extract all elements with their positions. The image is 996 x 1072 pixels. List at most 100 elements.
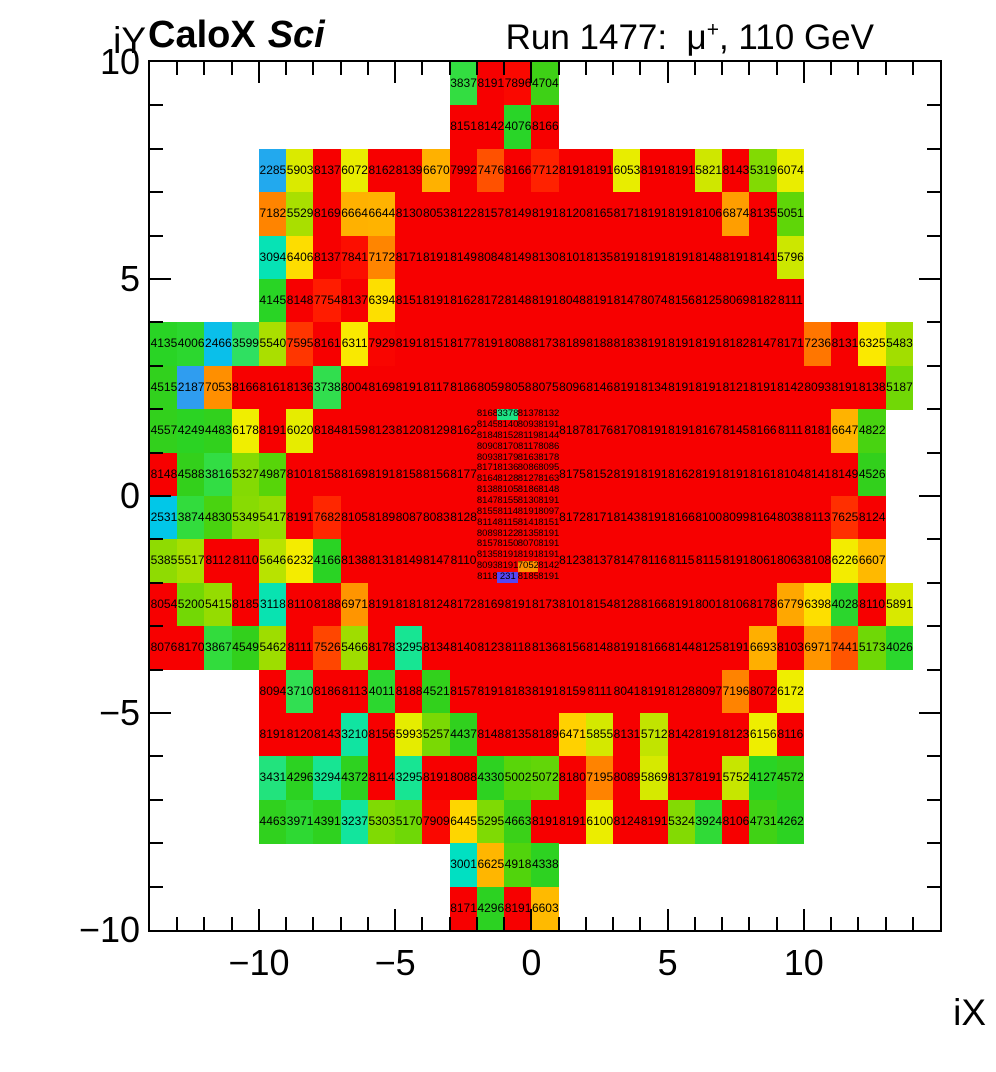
heatmap-cell: 8191	[613, 235, 641, 280]
heatmap-cell: 5417	[258, 496, 287, 540]
heatmap-cell: 8158	[313, 452, 342, 497]
heatmap-fine-cell: 8140	[497, 419, 519, 432]
heatmap-fine-cell: 8117	[517, 440, 539, 454]
heatmap-cell: 8143	[313, 713, 342, 757]
heatmap-cell: 4588	[177, 452, 206, 497]
heatmap-cell: 7182	[258, 192, 287, 237]
heatmap-cell: 5295	[476, 799, 505, 844]
heatmap-cell: 3874	[177, 496, 206, 540]
heatmap-cell: 8152	[585, 452, 614, 497]
axis-tick	[927, 364, 940, 367]
axis-tick	[666, 62, 669, 83]
axis-tick	[421, 917, 424, 930]
heatmap-cell: 6670	[422, 148, 451, 193]
heatmap-cell: 7595	[286, 322, 315, 367]
x-tick-label: −10	[228, 942, 290, 983]
heatmap-cell: 8191	[531, 279, 560, 323]
heatmap-cell: 8189	[367, 496, 396, 540]
axis-tick	[927, 191, 940, 194]
heatmap-cell: 8087	[395, 496, 423, 540]
heatmap-fine-cell: 8168	[476, 408, 499, 421]
axis-tick	[927, 234, 940, 237]
run-title-text: Run 1477:	[505, 18, 687, 57]
heatmap-cell: 8183	[613, 322, 641, 367]
axis-tick	[230, 917, 233, 930]
heatmap-cell: 8147	[422, 539, 451, 584]
heatmap-cell: 7929	[367, 322, 396, 367]
heatmap-fine-cell: 8086	[538, 440, 560, 454]
heatmap-cell: 7712	[531, 148, 560, 193]
heatmap-cell: 8181	[803, 409, 832, 454]
heatmap-cell: 8171	[585, 496, 614, 540]
heatmap-fine-cell: 8138	[476, 484, 499, 497]
heatmap-cell: 8162	[367, 148, 396, 193]
heatmap-cell: 8171	[613, 192, 641, 237]
beam-energy: , 110 GeV	[718, 18, 874, 57]
axis-tick	[919, 495, 940, 497]
run-title: Run 1477: μ+, 110 GeV	[506, 18, 874, 58]
heatmap-cell: 8187	[558, 409, 587, 454]
heatmap-cell: 8191	[504, 582, 532, 627]
heatmap-fine-cell: 3378	[497, 408, 519, 421]
heatmap-cell: 8171	[776, 322, 805, 367]
heatmap-cell: 3295	[395, 756, 423, 801]
heatmap-cell: 8149	[449, 235, 478, 280]
heatmap-cell: 8072	[749, 669, 778, 714]
heatmap-cell: 5385	[150, 539, 178, 584]
heatmap-fine-cell: 8118	[476, 570, 498, 584]
heatmap-fine-cell: 8115	[497, 516, 519, 530]
heatmap-cell: 8148	[585, 626, 614, 671]
heatmap-cell: 8111	[776, 279, 805, 323]
heatmap-cell: 5002	[504, 756, 532, 801]
heatmap-cell: 5903	[286, 148, 315, 193]
axis-tick	[557, 62, 560, 75]
axis-tick	[150, 712, 171, 714]
heatmap-cell: 5712	[640, 713, 669, 757]
heatmap-fine-cell: 8141	[517, 516, 539, 530]
heatmap-cell: 8054	[150, 582, 178, 627]
heatmap-cell: 5257	[422, 713, 451, 757]
heatmap-cell: 8129	[422, 409, 451, 454]
heatmap-cell: 8191	[667, 192, 696, 237]
heatmap-cell: 8061	[749, 539, 778, 584]
heatmap-cell: 8106	[694, 192, 723, 237]
heatmap-cell: 8118	[504, 626, 532, 671]
axis-tick	[339, 62, 342, 75]
heatmap-fine-cell: 8147	[476, 495, 499, 508]
heatmap-cell: 8171	[395, 235, 423, 280]
axis-tick	[584, 62, 587, 75]
heatmap-cell: 4549	[231, 626, 260, 671]
mu-symbol: μ	[686, 18, 707, 57]
heatmap-cell: 3924	[694, 799, 723, 844]
heatmap-cell: 4249	[177, 409, 206, 454]
heatmap-cell: 8156	[558, 626, 587, 671]
heatmap-fine-cell: 8070	[517, 538, 539, 551]
heatmap-cell: 6874	[722, 192, 750, 237]
axis-tick	[927, 147, 940, 150]
heatmap-cell: 6232	[286, 539, 315, 584]
heatmap-cell: 8110	[231, 539, 260, 584]
heatmap-cell: 4463	[258, 799, 287, 844]
heatmap-cell: 8191	[558, 799, 587, 844]
heatmap-cell: 5529	[286, 192, 315, 237]
heatmap-cell: 8084	[476, 235, 505, 280]
heatmap-cell: 8115	[694, 539, 723, 584]
heatmap-cell: 4663	[504, 799, 532, 844]
heatmap-fine-cell: 8090	[476, 440, 499, 454]
heatmap-cell: 4987	[258, 452, 287, 497]
heatmap-cell: 6779	[776, 582, 805, 627]
heatmap-cell: 8138	[340, 539, 369, 584]
heatmap-cell: 8120	[286, 713, 315, 757]
heatmap-cell: 4076	[504, 105, 532, 150]
heatmap-fine-cell: 8155	[497, 495, 519, 508]
heatmap-cell: 4572	[776, 756, 805, 801]
axis-tick	[557, 917, 560, 930]
heatmap-cell: 6647	[831, 409, 859, 454]
axis-tick	[150, 625, 163, 628]
heatmap-cell: 4521	[422, 669, 451, 714]
heatmap-cell: 6971	[340, 582, 369, 627]
axis-tick	[448, 62, 451, 75]
heatmap-cell: 8191	[640, 192, 669, 237]
heatmap-cell: 8180	[558, 756, 587, 801]
heatmap-cell: 8189	[531, 713, 560, 757]
